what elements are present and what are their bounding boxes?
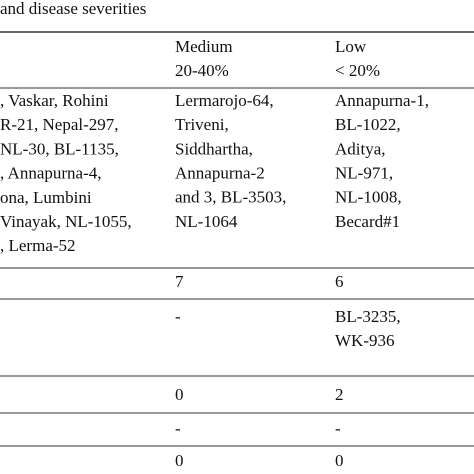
medium-cell: - — [175, 307, 181, 326]
column-range: 20-40% — [175, 61, 229, 80]
medium-cell: Siddhartha, — [175, 139, 253, 158]
column-title: Medium — [175, 37, 233, 56]
varieties-cell: , Vaskar, Rohini R-21, Nepal-297, NL-30, B… — [0, 91, 132, 255]
medium-cell: 7 — [175, 272, 184, 291]
medium-cell: Annapurna-2 — [175, 164, 265, 183]
low-cell: WK-936 — [335, 331, 394, 350]
medium-cell: Triveni, — [175, 115, 229, 134]
medium-cell: 0 — [175, 451, 184, 470]
caption: and disease severities — [0, 0, 146, 18]
low-cell: 2 — [335, 385, 344, 404]
low-cell: Becard#1 — [335, 212, 400, 231]
low-cell: Aditya, — [335, 139, 386, 158]
medium-cell: Lermarojo-64, — [175, 91, 274, 110]
column-title: Low — [335, 37, 367, 56]
column-range: < 20% — [335, 61, 380, 80]
low-cell: - — [335, 419, 341, 438]
low-cell: NL-1008, — [335, 188, 402, 207]
low-cell: BL-3235, — [335, 307, 401, 326]
medium-cell: NL-1064 — [175, 212, 238, 231]
low-cell: BL-1022, — [335, 115, 401, 134]
low-cell: 0 — [335, 451, 344, 470]
low-cell: 6 — [335, 272, 344, 291]
medium-cell: and 3, BL-3503, — [175, 188, 286, 207]
low-cell: NL-971, — [335, 164, 393, 183]
low-cell: Annapurna-1, — [335, 91, 429, 110]
medium-cell: 0 — [175, 385, 184, 404]
medium-cell: - — [175, 419, 181, 438]
